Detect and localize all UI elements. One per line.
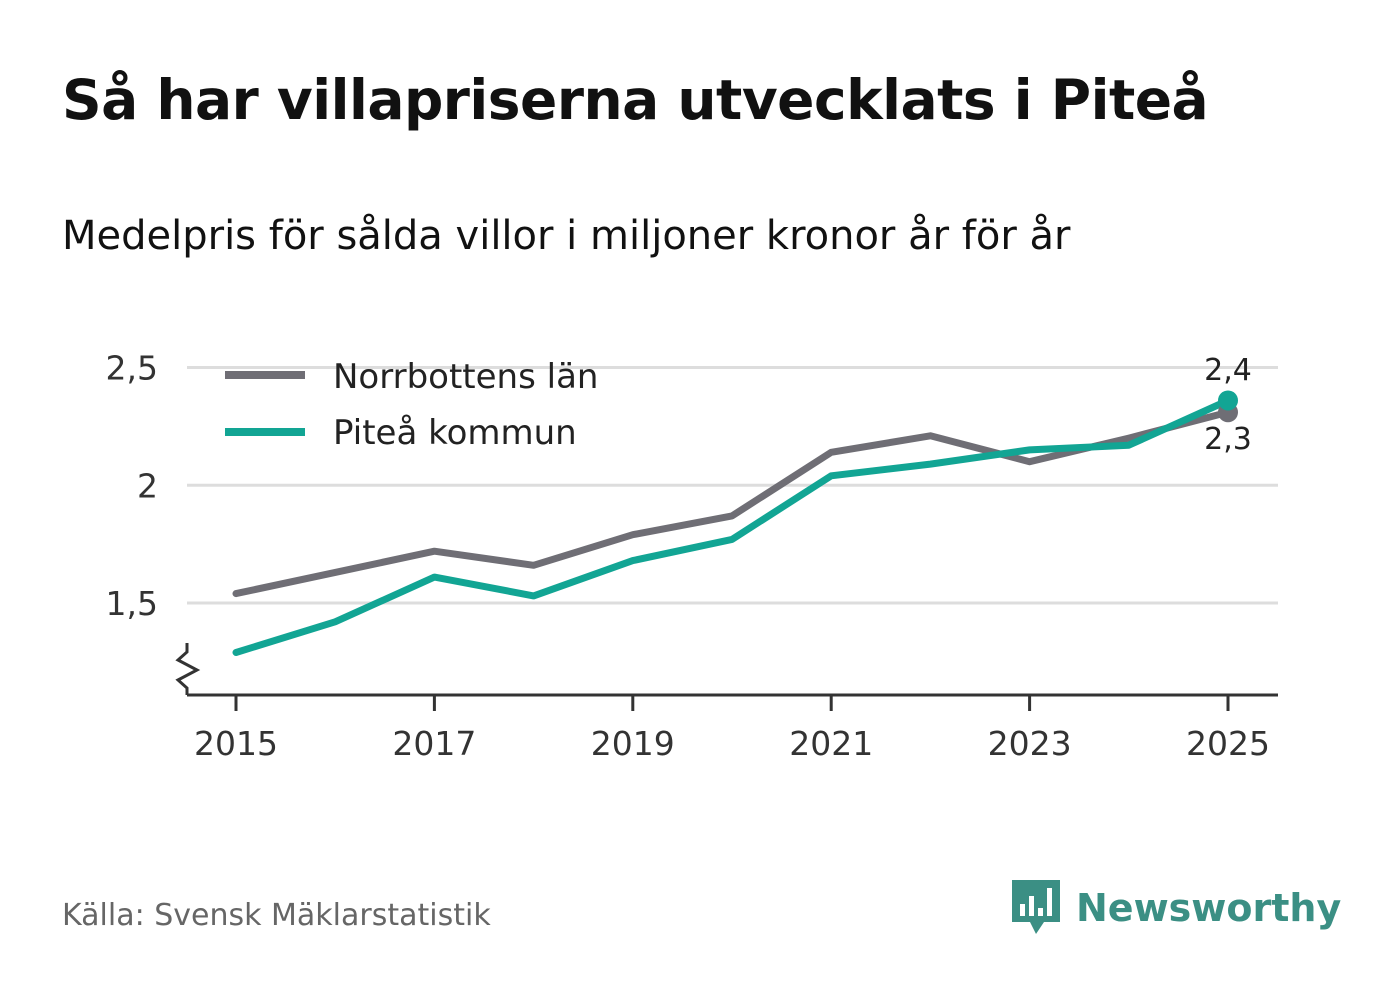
series-lines [232, 390, 1238, 656]
x-tick-label: 2015 [194, 724, 278, 763]
x-tick-label: 2019 [591, 724, 675, 763]
legend: Norrbottens län Piteå kommun [225, 357, 598, 453]
brand-logo: Newsworthy [1010, 878, 1341, 938]
axis-break-icon [175, 643, 201, 695]
series-line-pitea [232, 397, 1232, 656]
y-tick-label: 1,5 [106, 584, 158, 623]
y-tick-label: 2,5 [106, 349, 158, 388]
x-tick-label: 2023 [988, 724, 1072, 763]
end-marker-pitea [1218, 390, 1238, 411]
end-labels: 2,4 2,3 [1204, 353, 1252, 457]
y-axis-ticks: 1,5 2 2,5 [106, 349, 158, 624]
legend-label-norrbotten: Norrbottens län [333, 357, 598, 397]
chart-title: Så har villapriserna utvecklats i Piteå [62, 68, 1209, 132]
x-tick-label: 2017 [392, 724, 476, 763]
legend-label-pitea: Piteå kommun [333, 413, 577, 453]
x-axis: 2015 2017 2019 2021 2023 2025 [175, 643, 1278, 763]
chart-subtitle: Medelpris för sålda villor i miljoner kr… [62, 213, 1071, 259]
source-note: Källa: Svensk Mäklarstatistik [62, 898, 491, 933]
line-chart: 1,5 2 2,5 2015 2017 2019 2021 2023 2025 Norrbot… [106, 349, 1278, 763]
x-tick-label: 2025 [1186, 724, 1270, 763]
x-tick-label: 2021 [789, 724, 873, 763]
y-tick-label: 2 [137, 466, 158, 505]
newsworthy-logo-icon [1012, 880, 1060, 934]
brand-name: Newsworthy [1076, 886, 1342, 930]
end-label-norrbotten: 2,3 [1204, 422, 1252, 457]
series-line-norrbotten [232, 408, 1232, 598]
end-label-pitea: 2,4 [1204, 353, 1252, 388]
